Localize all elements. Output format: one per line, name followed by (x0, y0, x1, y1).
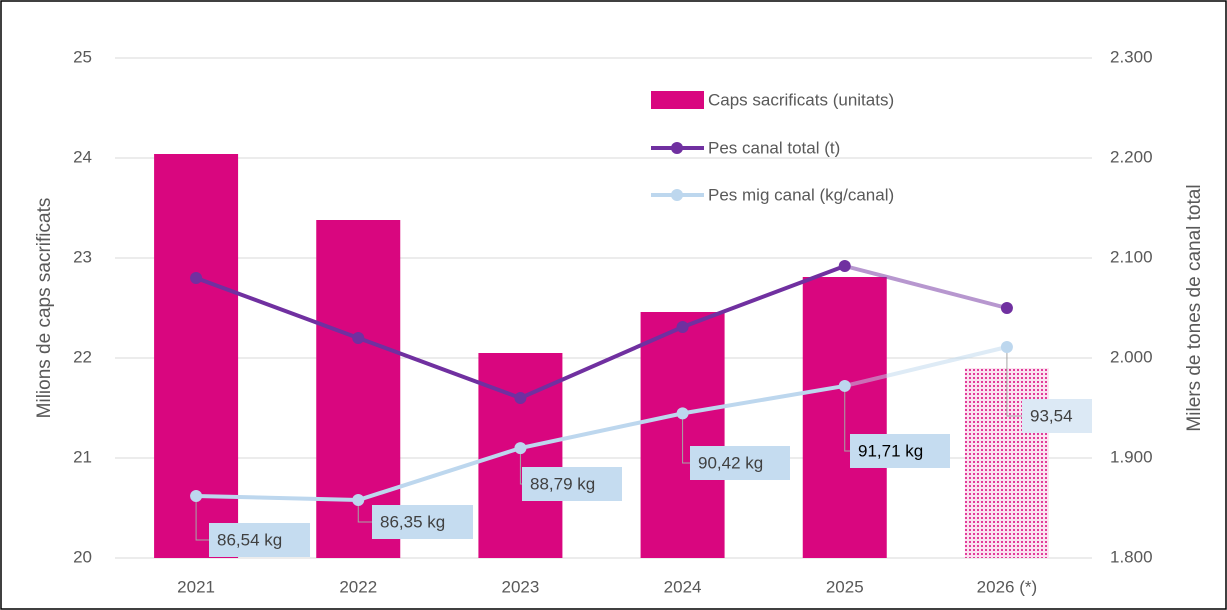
line-projection (844, 345, 1008, 388)
data-label: 88,79 kg (530, 474, 595, 493)
legend-swatch (671, 142, 683, 154)
data-label-box (209, 523, 310, 557)
point (676, 321, 689, 333)
data-label: 86,35 kg (380, 512, 445, 531)
x-tick-label: 2022 (339, 577, 377, 596)
leader-line (195, 495, 209, 541)
data-label: 93,54 (1030, 406, 1073, 425)
point (190, 272, 203, 284)
legend-label: Caps sacrificats (unitats) (708, 90, 894, 109)
leader-line (357, 500, 372, 523)
x-tick-label: 2021 (177, 577, 215, 596)
legend-label: Pes mig canal (kg/canal) (708, 185, 894, 204)
point (352, 332, 365, 344)
legend-label: Pes canal total (t) (708, 138, 840, 157)
y-tick-label: 22 (73, 347, 92, 366)
y-tick-label: 23 (73, 247, 92, 266)
y-axis-title: Milions de caps sacrificats (34, 198, 55, 419)
y-tick-label: 25 (73, 47, 92, 66)
point (1000, 341, 1013, 353)
leader-line (844, 385, 850, 452)
data-label: 91,71 kg (858, 441, 923, 460)
point (190, 489, 203, 502)
data-label: 86,54 kg (217, 530, 282, 549)
y2-tick-label: 2.100 (1110, 247, 1153, 266)
point (1000, 302, 1013, 314)
point (514, 442, 527, 455)
y2-axis-title: Milers de tones de canal total (1184, 184, 1205, 431)
data-label: 90,42 kg (698, 453, 763, 472)
point (838, 379, 851, 392)
line-projection (844, 264, 1008, 310)
point (838, 260, 851, 272)
point (676, 407, 689, 420)
x-tick-label: 2025 (826, 577, 864, 596)
point (352, 494, 365, 506)
data-label-box (850, 434, 950, 468)
y2-tick-label: 2.300 (1110, 47, 1153, 66)
y-tick-label: 21 (73, 447, 92, 466)
legend-swatch (651, 91, 704, 109)
y2-tick-label: 2.000 (1110, 347, 1153, 366)
leader-line (1006, 347, 1022, 417)
x-tick-label: 2026 (*) (977, 577, 1037, 596)
data-label-box (372, 505, 473, 539)
leader-line (682, 413, 690, 464)
data-label-box (1022, 399, 1092, 433)
data-label-box (522, 467, 622, 501)
y2-tick-label: 1.800 (1110, 547, 1153, 566)
y2-tick-label: 2.200 (1110, 147, 1153, 166)
y-tick-label: 20 (73, 547, 92, 566)
y-tick-label: 24 (73, 147, 92, 166)
data-label-box (690, 446, 790, 480)
x-tick-label: 2024 (664, 577, 702, 596)
leader-line (519, 448, 522, 485)
x-tick-label: 2023 (502, 577, 540, 596)
point (514, 392, 527, 404)
legend-swatch (671, 189, 683, 201)
y2-tick-label: 1.900 (1110, 447, 1153, 466)
